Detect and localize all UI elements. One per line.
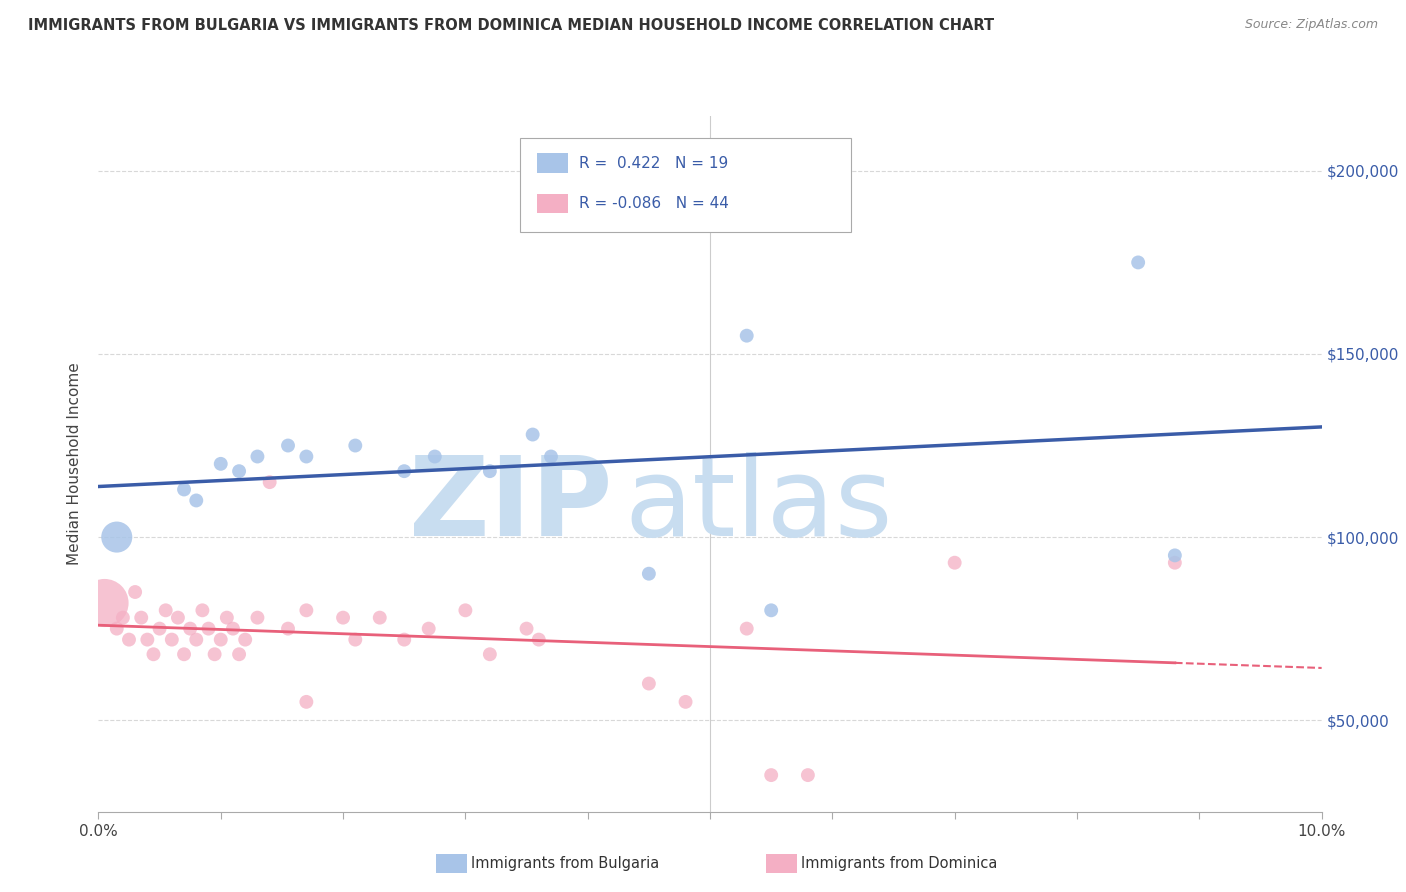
Point: [761, 768, 783, 782]
Point: [392, 632, 416, 647]
Point: [124, 585, 146, 599]
Point: [392, 464, 416, 478]
Point: [186, 493, 208, 508]
Point: [105, 622, 128, 636]
Point: [118, 632, 141, 647]
Point: [295, 603, 318, 617]
Point: [332, 610, 354, 624]
Point: [228, 464, 250, 478]
Point: [943, 556, 966, 570]
Point: [197, 622, 219, 636]
Point: [111, 610, 134, 624]
Point: [418, 622, 440, 636]
Text: Source: ZipAtlas.com: Source: ZipAtlas.com: [1244, 18, 1378, 31]
Point: [173, 483, 195, 497]
Point: [136, 632, 159, 647]
Point: [246, 450, 269, 464]
Point: [222, 622, 245, 636]
Y-axis label: Median Household Income: Median Household Income: [67, 362, 83, 566]
Point: [735, 622, 758, 636]
Point: [233, 632, 256, 647]
Point: [344, 632, 367, 647]
Point: [797, 768, 820, 782]
Point: [129, 610, 152, 624]
Point: [1128, 255, 1150, 269]
Point: [167, 610, 190, 624]
Point: [478, 464, 501, 478]
Point: [540, 450, 562, 464]
Point: [209, 632, 232, 647]
Text: atlas: atlas: [624, 452, 893, 559]
Point: [423, 450, 446, 464]
Point: [735, 328, 758, 343]
Point: [454, 603, 477, 617]
Point: [675, 695, 697, 709]
Text: ZIP: ZIP: [409, 452, 612, 559]
Point: [155, 603, 177, 617]
Point: [149, 622, 172, 636]
Point: [186, 632, 208, 647]
Point: [522, 427, 544, 442]
Point: [277, 622, 299, 636]
Point: [516, 622, 538, 636]
Point: [1164, 556, 1187, 570]
Point: [761, 603, 783, 617]
Point: [1164, 549, 1187, 563]
Point: [277, 438, 299, 452]
Text: R = -0.086   N = 44: R = -0.086 N = 44: [579, 196, 730, 211]
Point: [215, 610, 238, 624]
Point: [105, 530, 128, 544]
Text: Immigrants from Bulgaria: Immigrants from Bulgaria: [471, 856, 659, 871]
Point: [191, 603, 214, 617]
Point: [209, 457, 232, 471]
Point: [259, 475, 281, 490]
Point: [142, 647, 165, 661]
Point: [228, 647, 250, 661]
Point: [638, 676, 661, 690]
Point: [93, 596, 115, 610]
Point: [179, 622, 201, 636]
Point: [478, 647, 501, 661]
Point: [204, 647, 226, 661]
Point: [160, 632, 183, 647]
Text: Immigrants from Dominica: Immigrants from Dominica: [801, 856, 998, 871]
Point: [344, 438, 367, 452]
Point: [295, 695, 318, 709]
Point: [527, 632, 550, 647]
Point: [295, 450, 318, 464]
Point: [246, 610, 269, 624]
Point: [173, 647, 195, 661]
Point: [638, 566, 661, 581]
Text: IMMIGRANTS FROM BULGARIA VS IMMIGRANTS FROM DOMINICA MEDIAN HOUSEHOLD INCOME COR: IMMIGRANTS FROM BULGARIA VS IMMIGRANTS F…: [28, 18, 994, 33]
Text: R =  0.422   N = 19: R = 0.422 N = 19: [579, 156, 728, 170]
Point: [368, 610, 391, 624]
